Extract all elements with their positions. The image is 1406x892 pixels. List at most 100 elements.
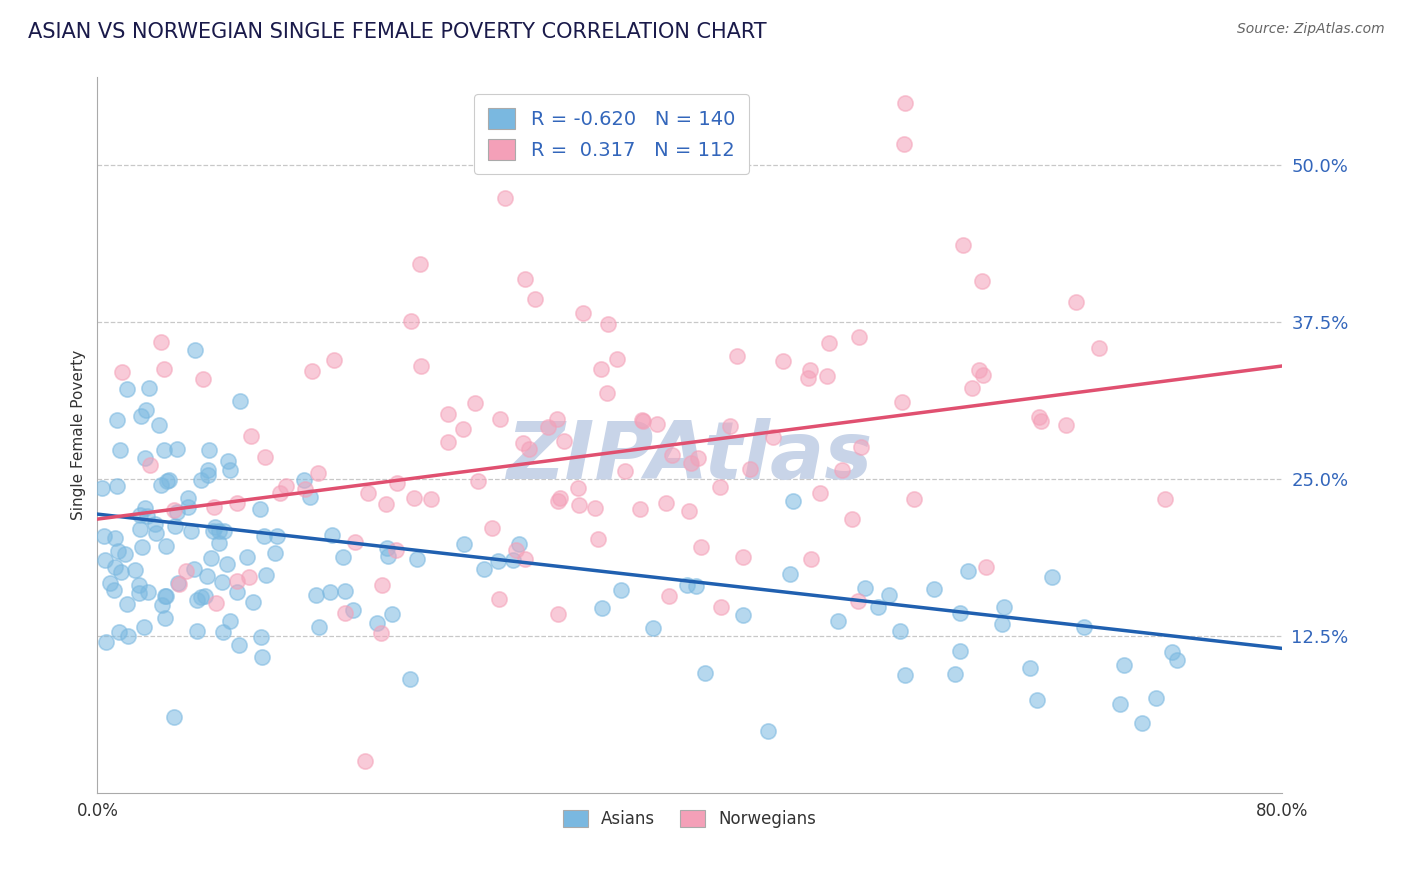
Point [128,578,150,592]
Point [451,422,474,436]
Point [893,137,915,152]
Point [176,564,198,578]
Point [110,566,132,580]
Point [903,491,925,506]
Point [104,560,127,574]
Point [266,529,288,543]
Point [207,524,229,538]
Point [399,313,422,327]
Point [890,394,912,409]
Point [354,754,377,768]
Point [797,370,820,384]
Point [762,430,785,444]
Point [357,485,380,500]
Point [197,467,219,482]
Point [808,485,831,500]
Point [404,491,426,505]
Point [153,442,176,457]
Point [186,624,208,638]
Point [217,453,239,467]
Point [513,272,536,286]
Point [537,419,560,434]
Point [817,369,839,384]
Point [409,257,432,271]
Point [1028,410,1050,425]
Point [945,666,967,681]
Point [114,547,136,561]
Point [596,317,619,331]
Point [877,587,900,601]
Point [180,524,202,539]
Point [165,519,187,533]
Point [156,475,179,489]
Point [818,335,841,350]
Point [205,596,228,610]
Point [472,562,495,576]
Point [301,364,323,378]
Point [1130,715,1153,730]
Point [547,607,569,622]
Point [733,608,755,623]
Point [252,649,274,664]
Point [591,361,613,376]
Point [145,525,167,540]
Point [377,549,399,563]
Point [779,566,801,581]
Point [718,418,741,433]
Point [740,462,762,476]
Point [138,381,160,395]
Point [308,620,330,634]
Point [841,512,863,526]
Point [894,95,917,110]
Point [240,429,263,443]
Point [643,621,665,635]
Point [91,481,114,495]
Point [678,503,700,517]
Point [242,595,264,609]
Point [117,597,139,611]
Point [226,585,249,599]
Point [827,614,849,628]
Point [486,554,509,568]
Point [405,551,427,566]
Point [184,343,207,357]
Point [111,365,134,379]
Point [157,473,180,487]
Point [420,491,443,506]
Point [190,474,212,488]
Point [467,474,489,488]
Point [333,606,356,620]
Point [163,710,186,724]
Point [1153,491,1175,506]
Point [197,462,219,476]
Point [148,418,170,433]
Point [710,600,733,615]
Point [195,569,218,583]
Point [488,412,510,426]
Point [342,602,364,616]
Point [131,540,153,554]
Point [124,563,146,577]
Point [307,466,329,480]
Point [105,479,128,493]
Point [249,501,271,516]
Point [135,402,157,417]
Point [453,537,475,551]
Point [481,521,503,535]
Point [508,537,530,551]
Point [371,578,394,592]
Point [155,589,177,603]
Point [176,491,198,505]
Point [1114,657,1136,672]
Point [153,590,176,604]
Text: Source: ZipAtlas.com: Source: ZipAtlas.com [1237,22,1385,37]
Point [93,529,115,543]
Point [1146,690,1168,705]
Point [183,562,205,576]
Point [631,414,654,428]
Point [197,442,219,457]
Point [150,477,173,491]
Point [654,496,676,510]
Point [645,417,668,431]
Point [494,191,516,205]
